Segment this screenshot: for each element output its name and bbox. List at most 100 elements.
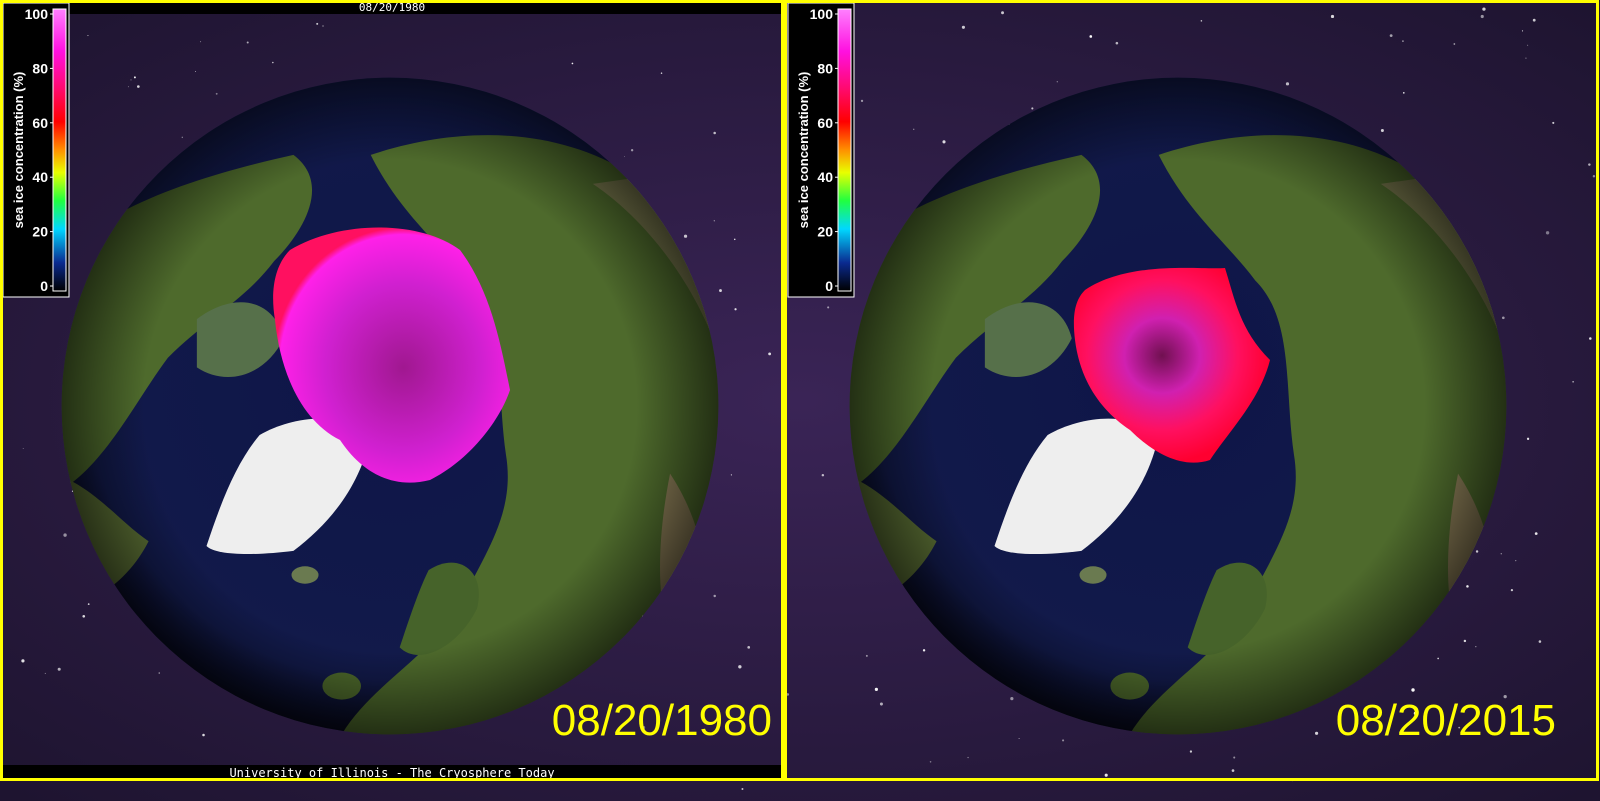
sea-ice-1980	[273, 227, 510, 483]
star	[1515, 559, 1517, 562]
star	[1231, 769, 1235, 772]
header-bar	[0, 0, 784, 14]
star	[1104, 773, 1108, 777]
star	[1475, 550, 1479, 553]
star	[1315, 731, 1319, 735]
star	[1521, 30, 1524, 32]
star	[768, 352, 772, 356]
star	[181, 136, 184, 139]
star	[1062, 739, 1065, 742]
star	[1538, 640, 1542, 643]
star	[827, 306, 830, 309]
star	[1403, 92, 1405, 94]
star	[1330, 14, 1335, 19]
colorbar-tick-label: 20	[32, 224, 48, 240]
star	[158, 672, 161, 674]
star	[913, 128, 915, 131]
star	[1285, 82, 1290, 86]
star	[1001, 11, 1004, 15]
colorbar-tick-label: 100	[810, 6, 834, 22]
sea-ice-2015	[1073, 267, 1270, 463]
star	[215, 92, 218, 95]
star	[961, 25, 965, 29]
star	[63, 533, 67, 537]
star	[1475, 646, 1477, 648]
star	[734, 238, 736, 241]
star	[127, 86, 129, 88]
star	[1466, 585, 1469, 588]
star	[1413, 711, 1417, 715]
colorbar-label: sea ice concentration (%)	[796, 72, 811, 229]
colorbar-tick-label: 80	[32, 60, 48, 76]
star	[738, 665, 742, 669]
star	[1482, 7, 1486, 11]
header-date: 08/20/1980	[359, 1, 425, 14]
star	[1031, 107, 1034, 110]
star	[1115, 41, 1119, 45]
star	[747, 645, 751, 649]
star	[1189, 750, 1193, 753]
star	[1463, 639, 1467, 643]
star	[1572, 381, 1574, 383]
star	[1526, 437, 1530, 440]
star	[202, 733, 205, 737]
star	[1527, 44, 1529, 46]
star	[1233, 756, 1236, 759]
star	[786, 693, 790, 696]
colorbar-tick-label: 20	[817, 224, 833, 240]
panel-border	[0, 0, 784, 781]
star	[713, 594, 716, 598]
star	[1534, 532, 1538, 535]
panel-1980: 08/20/1980 University of Illinois - The …	[0, 0, 784, 781]
star	[1010, 697, 1014, 701]
colorbar-tick-label: 60	[817, 115, 833, 131]
star	[316, 22, 319, 25]
star	[82, 614, 86, 618]
colorbar-tick-label: 0	[825, 278, 833, 294]
star	[1588, 163, 1591, 166]
star	[865, 654, 868, 657]
star	[1500, 553, 1502, 555]
star	[133, 76, 136, 79]
star	[1389, 34, 1393, 37]
star	[624, 156, 625, 158]
star	[87, 35, 89, 37]
colorbar-label: sea ice concentration (%)	[11, 72, 26, 229]
star	[860, 99, 864, 103]
star	[1503, 695, 1507, 699]
star	[967, 756, 969, 759]
colorbar-gradient	[837, 8, 852, 292]
star	[1552, 121, 1555, 124]
star	[874, 687, 878, 691]
star	[1532, 18, 1536, 22]
star	[942, 140, 946, 144]
footer-credit: University of Illinois - The Cryosphere …	[229, 766, 554, 780]
star	[1545, 231, 1550, 235]
colorbar-gradient	[52, 8, 67, 292]
star	[571, 62, 574, 65]
star	[200, 41, 202, 43]
star	[741, 787, 744, 790]
star	[1592, 175, 1596, 178]
colorbar: sea ice concentration (%) 0 20 40 60 80 100	[2, 2, 70, 298]
panel-border	[784, 0, 1599, 781]
star	[713, 220, 715, 222]
colorbar-tick-label: 80	[817, 60, 833, 76]
star	[929, 760, 932, 763]
star	[246, 41, 249, 44]
date-label: 08/20/1980	[552, 696, 772, 745]
star	[719, 289, 722, 292]
colorbar-tick-label: 40	[817, 169, 833, 185]
colorbar-tick-label: 100	[25, 6, 49, 22]
star	[130, 79, 132, 81]
star	[713, 131, 716, 135]
star	[87, 603, 90, 605]
star	[1437, 657, 1439, 660]
star	[683, 234, 688, 238]
star	[1056, 81, 1058, 83]
star	[22, 448, 24, 449]
star	[322, 25, 324, 27]
star	[922, 649, 926, 652]
footer-bar	[0, 765, 784, 781]
